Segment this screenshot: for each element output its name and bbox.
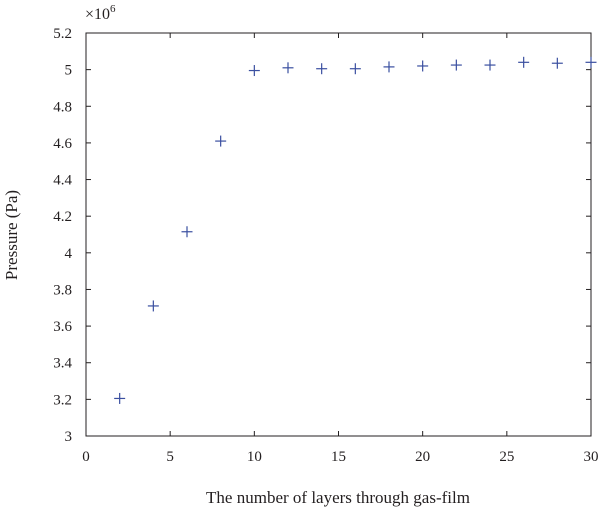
y-tick-label: 3.4 xyxy=(53,356,72,372)
y-tick-label: 3.2 xyxy=(53,392,72,408)
data-point xyxy=(518,56,530,68)
data-point xyxy=(215,135,227,147)
data-point xyxy=(551,57,563,69)
data-point xyxy=(417,60,429,72)
plot-frame xyxy=(85,32,592,437)
y-tick-label: 4.8 xyxy=(53,99,72,115)
data-point xyxy=(349,63,361,75)
y-tick-label: 4 xyxy=(65,246,73,262)
y-tick-label: 5.2 xyxy=(53,26,72,42)
y-tick-label: 4.2 xyxy=(53,209,72,225)
data-point xyxy=(484,59,496,71)
data-point xyxy=(181,226,193,238)
y-axis-multiplier: ×106 xyxy=(85,3,116,23)
x-tick-label: 0 xyxy=(82,449,90,465)
y-tick-label: 4.4 xyxy=(53,173,72,189)
x-tick-label: 10 xyxy=(247,449,262,465)
x-axis-ticks: 0 5 10 15 20 25 30 xyxy=(82,33,599,465)
data-point xyxy=(282,62,294,74)
y-axis-ticks: 3 3.2 3.4 3.6 3.8 4 4.2 4.4 4.6 4.8 5 5.2 xyxy=(53,26,591,445)
y-tick-label: 3 xyxy=(65,429,73,445)
x-axis-title: The number of layers through gas-film xyxy=(206,488,470,507)
x-tick-label: 15 xyxy=(331,449,346,465)
y-tick-label: 4.6 xyxy=(53,136,72,152)
y-axis-multiplier-base: ×10 xyxy=(85,6,110,23)
x-tick-label: 5 xyxy=(166,449,174,465)
x-tick-label: 25 xyxy=(499,449,514,465)
data-markers xyxy=(114,56,597,404)
data-point xyxy=(114,392,126,404)
y-tick-label: 3.8 xyxy=(53,282,72,298)
y-axis-multiplier-exponent: 6 xyxy=(110,3,116,15)
data-point xyxy=(450,59,462,71)
y-axis-title: Pressure (Pa) xyxy=(2,190,21,280)
x-tick-label: 20 xyxy=(415,449,430,465)
data-point xyxy=(383,61,395,73)
data-point xyxy=(248,65,260,77)
plot-area-border xyxy=(85,32,592,437)
data-point xyxy=(585,56,597,68)
y-tick-label: 5 xyxy=(65,63,73,79)
data-point xyxy=(147,300,159,312)
data-point xyxy=(316,63,328,75)
x-tick-label: 30 xyxy=(584,449,599,465)
y-tick-label: 3.6 xyxy=(53,319,72,335)
